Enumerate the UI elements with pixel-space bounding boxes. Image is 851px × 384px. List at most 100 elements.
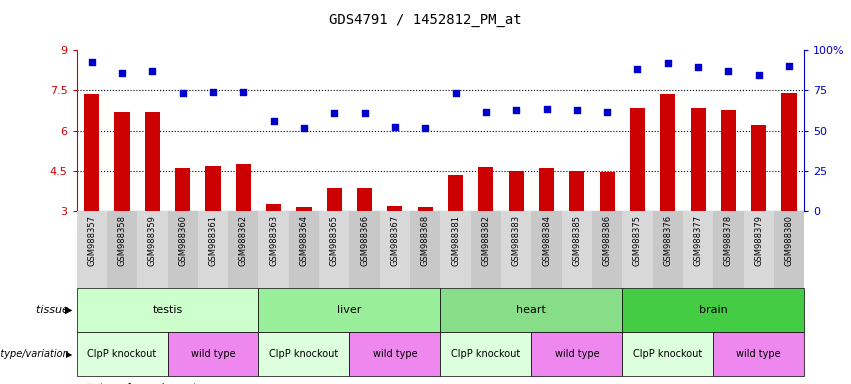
Point bbox=[722, 68, 735, 74]
Point bbox=[448, 90, 462, 96]
Text: ▶: ▶ bbox=[65, 305, 72, 315]
Text: GSM988380: GSM988380 bbox=[785, 215, 793, 266]
Bar bbox=[387, 206, 403, 211]
Text: GSM988363: GSM988363 bbox=[269, 215, 278, 266]
Bar bbox=[774, 211, 804, 288]
Bar bbox=[107, 211, 137, 288]
Bar bbox=[531, 211, 562, 288]
Bar bbox=[539, 168, 554, 211]
Bar bbox=[660, 94, 676, 211]
Bar bbox=[137, 211, 168, 288]
Bar bbox=[115, 112, 129, 211]
Text: GSM988379: GSM988379 bbox=[754, 215, 763, 266]
Point bbox=[85, 59, 99, 65]
Text: wild type: wild type bbox=[555, 349, 599, 359]
Text: liver: liver bbox=[337, 305, 362, 315]
Text: ▶: ▶ bbox=[66, 350, 72, 359]
Point bbox=[419, 125, 432, 131]
Text: GSM988381: GSM988381 bbox=[451, 215, 460, 266]
Text: genotype/variation: genotype/variation bbox=[0, 349, 72, 359]
Bar bbox=[236, 164, 251, 211]
Text: ClpP knockout: ClpP knockout bbox=[451, 349, 521, 359]
Text: brain: brain bbox=[699, 305, 728, 315]
Text: GSM988383: GSM988383 bbox=[511, 215, 521, 266]
Bar bbox=[197, 211, 228, 288]
Text: GSM988368: GSM988368 bbox=[420, 215, 430, 266]
Text: ■: ■ bbox=[85, 383, 95, 384]
Point bbox=[206, 89, 220, 95]
Point bbox=[510, 108, 523, 114]
Point bbox=[782, 63, 796, 69]
Bar bbox=[77, 211, 107, 288]
Text: ClpP knockout: ClpP knockout bbox=[88, 349, 157, 359]
Bar bbox=[600, 172, 614, 211]
Bar bbox=[592, 211, 622, 288]
Point bbox=[328, 110, 341, 116]
Text: GSM988361: GSM988361 bbox=[208, 215, 218, 266]
Text: heart: heart bbox=[517, 305, 546, 315]
Point bbox=[661, 60, 675, 66]
Bar bbox=[562, 211, 592, 288]
Point bbox=[237, 89, 250, 95]
Bar bbox=[630, 108, 645, 211]
Text: GSM988360: GSM988360 bbox=[178, 215, 187, 266]
Point bbox=[631, 66, 644, 72]
Point bbox=[691, 65, 705, 71]
Text: GSM988367: GSM988367 bbox=[391, 215, 399, 266]
Bar bbox=[690, 108, 705, 211]
Bar bbox=[653, 211, 683, 288]
Point bbox=[357, 110, 371, 116]
Bar bbox=[288, 211, 319, 288]
Point bbox=[752, 73, 766, 79]
Bar bbox=[410, 211, 440, 288]
Text: GSM988364: GSM988364 bbox=[300, 215, 308, 266]
Point bbox=[267, 118, 281, 124]
Text: transformed count: transformed count bbox=[100, 383, 197, 384]
Bar bbox=[713, 211, 744, 288]
Bar bbox=[569, 171, 585, 211]
Bar bbox=[357, 189, 372, 211]
Bar bbox=[84, 94, 100, 211]
Text: GSM988357: GSM988357 bbox=[88, 215, 96, 266]
Bar bbox=[145, 112, 160, 211]
Text: GSM988359: GSM988359 bbox=[148, 215, 157, 266]
Text: tissue: tissue bbox=[36, 305, 72, 315]
Point bbox=[570, 108, 584, 114]
Text: wild type: wild type bbox=[736, 349, 781, 359]
Bar bbox=[168, 211, 197, 288]
Bar bbox=[380, 211, 410, 288]
Point bbox=[540, 106, 553, 112]
Bar bbox=[683, 211, 713, 288]
Bar bbox=[471, 211, 501, 288]
Text: ClpP knockout: ClpP knockout bbox=[633, 349, 702, 359]
Text: GSM988382: GSM988382 bbox=[482, 215, 490, 266]
Text: GSM988365: GSM988365 bbox=[330, 215, 339, 266]
Text: wild type: wild type bbox=[373, 349, 417, 359]
Bar bbox=[266, 204, 281, 211]
Bar bbox=[781, 93, 797, 211]
Text: GSM988362: GSM988362 bbox=[239, 215, 248, 266]
Bar bbox=[440, 211, 471, 288]
Point bbox=[600, 109, 614, 115]
Bar bbox=[622, 211, 653, 288]
Text: GSM988376: GSM988376 bbox=[663, 215, 672, 266]
Bar bbox=[418, 207, 433, 211]
Point bbox=[115, 70, 129, 76]
Text: GSM988377: GSM988377 bbox=[694, 215, 703, 266]
Bar bbox=[350, 211, 380, 288]
Bar bbox=[448, 175, 463, 211]
Text: ClpP knockout: ClpP knockout bbox=[270, 349, 339, 359]
Bar bbox=[296, 207, 311, 211]
Bar bbox=[501, 211, 531, 288]
Text: GSM988366: GSM988366 bbox=[360, 215, 369, 266]
Bar bbox=[175, 168, 191, 211]
Bar bbox=[327, 189, 342, 211]
Text: GSM988386: GSM988386 bbox=[603, 215, 612, 266]
Bar bbox=[478, 167, 494, 211]
Text: wild type: wild type bbox=[191, 349, 236, 359]
Bar bbox=[259, 211, 288, 288]
Point bbox=[146, 68, 159, 74]
Text: GDS4791 / 1452812_PM_at: GDS4791 / 1452812_PM_at bbox=[329, 13, 522, 27]
Text: GSM988378: GSM988378 bbox=[724, 215, 733, 266]
Point bbox=[297, 125, 311, 131]
